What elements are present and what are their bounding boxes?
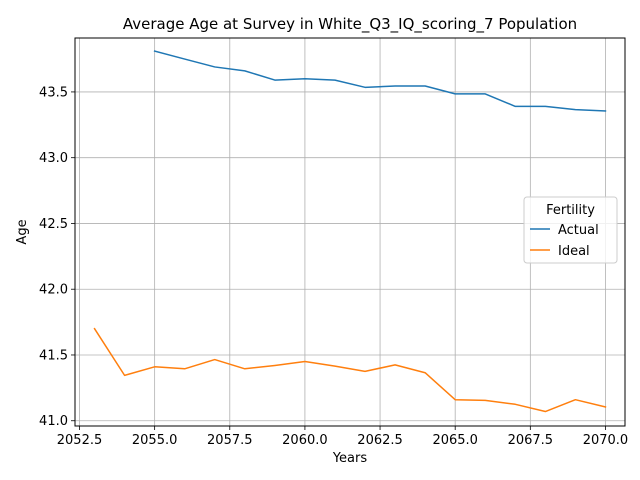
legend-entries: Actual Ideal: [530, 223, 599, 259]
legend: Fertility Actual Ideal: [523, 196, 618, 264]
y-tick-label: 42.5: [39, 217, 68, 232]
y-tick-label: 43.5: [39, 85, 68, 100]
series-lines: [93, 50, 607, 413]
x-tick-label: 2060.0: [282, 433, 328, 448]
x-tick-label: 2062.5: [357, 433, 403, 448]
legend-label-actual: Actual: [558, 223, 599, 238]
y-axis-ticks: 41.0 41.5 42.0 42.5 43.0 43.5: [39, 85, 75, 429]
x-tick-label: 2052.5: [57, 433, 103, 448]
y-tick-label: 41.0: [39, 414, 68, 429]
plot-frame: [74, 37, 626, 427]
legend-box: [523, 196, 618, 264]
legend-title: Fertility: [546, 203, 595, 218]
x-tick-label: 2055.0: [132, 433, 178, 448]
x-tick-label: 2065.0: [432, 433, 478, 448]
chart-title: Average Age at Survey in White_Q3_IQ_sco…: [123, 15, 577, 34]
x-tick-label: 2070.0: [583, 433, 629, 448]
x-tick-label: 2057.5: [207, 433, 253, 448]
x-tick-label: 2067.5: [508, 433, 554, 448]
x-axis-ticks: 2052.5 2055.0 2057.5 2060.0 2062.5 2065.0 2067…: [57, 426, 628, 448]
y-tick-label: 41.5: [39, 348, 68, 363]
series-line-actual: [153, 50, 607, 112]
grid: [75, 38, 625, 426]
legend-label-ideal: Ideal: [558, 244, 590, 259]
x-axis-label: Years: [332, 451, 368, 466]
y-tick-label: 42.0: [39, 283, 68, 298]
series-line-ideal: [93, 327, 607, 413]
y-tick-label: 43.0: [39, 151, 68, 166]
y-axis-label: Age: [15, 219, 30, 244]
